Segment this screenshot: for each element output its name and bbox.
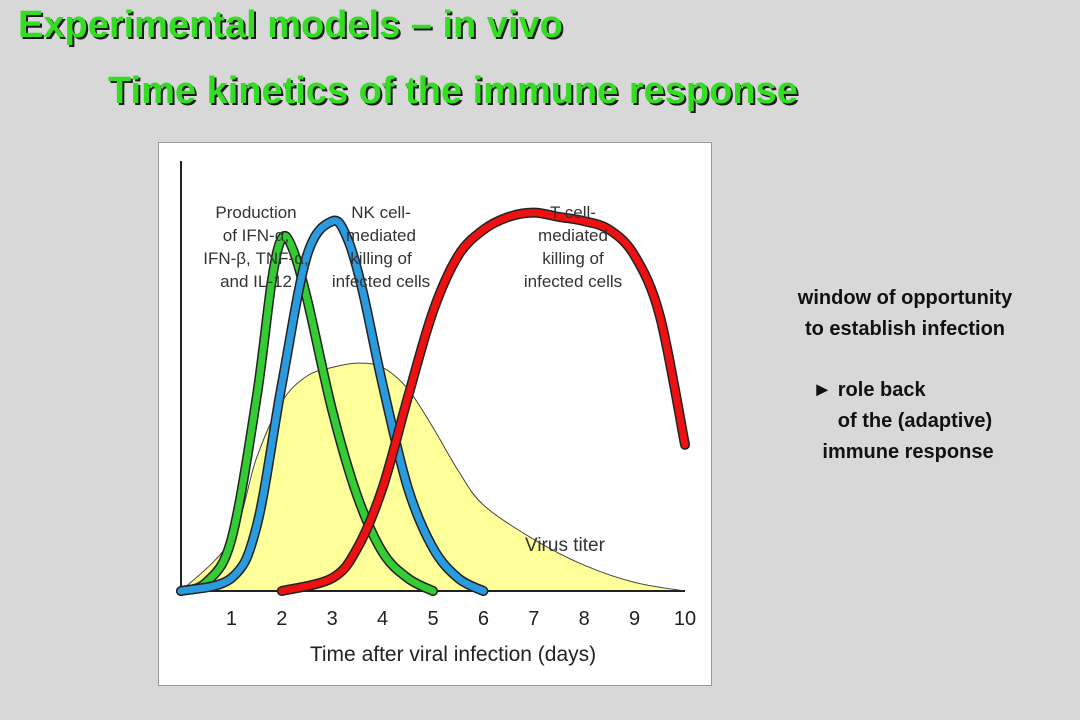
x-axis-label: Time after viral infection (days) bbox=[310, 643, 596, 666]
annotation-line-1: window of opportunity bbox=[797, 287, 1013, 309]
series-t-cell-label-line: mediated bbox=[538, 226, 608, 245]
annotation-line-4: of the (adaptive) bbox=[837, 410, 993, 432]
series-nk-label-line: killing of bbox=[350, 249, 412, 268]
series-t-cell-label-line: killing of bbox=[542, 249, 604, 268]
x-tick-label: 8 bbox=[579, 608, 590, 630]
series-t-cell-line bbox=[278, 209, 689, 595]
series-ifn-label-line: of IFN-α, bbox=[223, 226, 290, 245]
x-tick-label: 1 bbox=[226, 608, 237, 630]
annotation-line-5: immune response bbox=[822, 441, 994, 463]
series-t-cell-label-line: T cell- bbox=[550, 203, 596, 222]
series-ifn-label: Production of IFN-α, IFN-β, TNF-α, and IL-1… bbox=[203, 203, 309, 291]
x-tick-label: 9 bbox=[629, 608, 640, 630]
slide-title: Experimental models – in vivo bbox=[18, 4, 563, 46]
x-tick-label: 4 bbox=[377, 608, 388, 630]
series-virus-titer-label: Virus titer bbox=[525, 535, 606, 556]
x-tick-label: 10 bbox=[674, 608, 696, 630]
series-nk-label-line: mediated bbox=[346, 226, 416, 245]
x-tick-label: 6 bbox=[478, 608, 489, 630]
annotation-line-2: to establish infection bbox=[804, 318, 1006, 340]
series-ifn-label-line: and IL-12 bbox=[220, 272, 292, 291]
chart-panel: 1 2 3 4 5 6 7 8 9 10 Time after viral infection (d… bbox=[158, 142, 712, 686]
series-t-cell-label-line: infected cells bbox=[524, 272, 622, 291]
window-annotation: window of opportunity to establish infec… bbox=[760, 283, 1050, 345]
series-virus-titer-area bbox=[179, 362, 686, 592]
series-t-cell-label: T cell-mediated killing of infected cells bbox=[524, 203, 622, 291]
x-tick-label: 2 bbox=[276, 608, 287, 630]
x-tick-label: 3 bbox=[327, 608, 338, 630]
series-ifn-label-line: IFN-β, TNF-α, bbox=[203, 249, 309, 268]
series-nk-line bbox=[177, 217, 487, 595]
series-nk-label-line: NK cell- bbox=[351, 203, 411, 222]
slide-subtitle: Time kinetics of the immune response bbox=[108, 70, 798, 112]
series-ifn-label-line: Production bbox=[215, 203, 296, 222]
series-nk-label: NK cell-mediated killing of infected cells bbox=[332, 203, 430, 291]
kinetics-chart: 1 2 3 4 5 6 7 8 9 10 Time after viral infection (d… bbox=[176, 161, 696, 666]
role-annotation: ► role back of the (adaptive) immune res… bbox=[760, 375, 1050, 468]
series-nk-label-line: infected cells bbox=[332, 272, 430, 291]
series-ifn-line bbox=[177, 232, 437, 595]
x-tick-label: 7 bbox=[528, 608, 539, 630]
annotation-line-3: ► role back bbox=[812, 379, 926, 401]
x-tick-label: 5 bbox=[427, 608, 438, 630]
